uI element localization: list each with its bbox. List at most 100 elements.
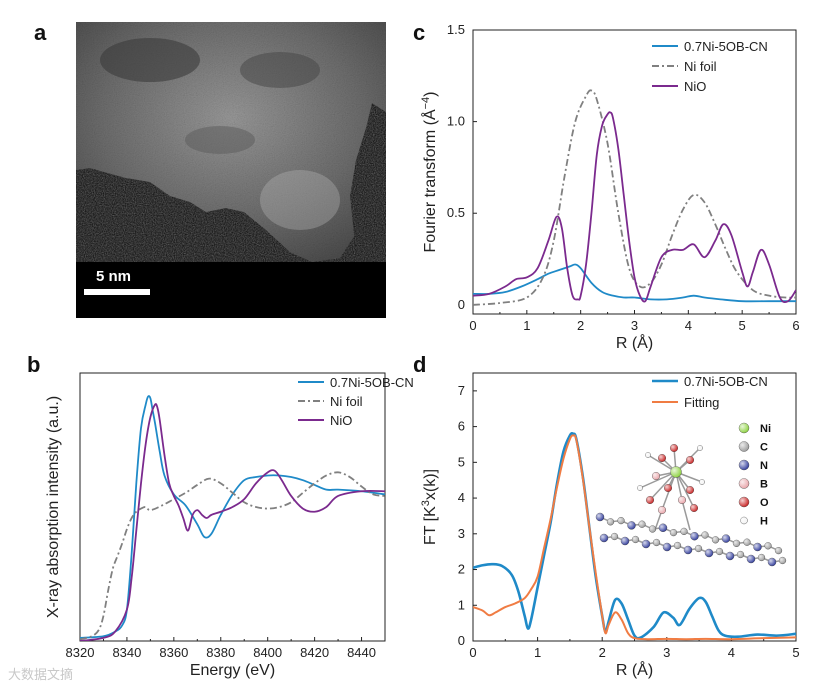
atom-highlight <box>699 479 705 485</box>
atom-highlight <box>733 540 740 547</box>
legend-label: 0.7Ni-5OB-CN <box>684 39 768 54</box>
atom-highlight <box>739 497 749 507</box>
atom-key-label: C <box>760 442 768 454</box>
legend-label: Fitting <box>684 395 719 410</box>
y-tick-label: 4 <box>458 490 465 505</box>
bond <box>675 471 695 509</box>
atom-highlight <box>638 520 646 528</box>
x-tick-label: 2 <box>599 645 606 660</box>
atom-highlight <box>686 456 694 464</box>
x-tick-label: 6 <box>792 318 799 333</box>
legend-label: Ni foil <box>684 59 717 74</box>
atom-highlight <box>621 537 629 545</box>
y-tick-label: 1.5 <box>447 22 465 37</box>
atom-highlight <box>670 466 682 478</box>
atom-highlight <box>737 551 744 558</box>
atom-highlight <box>663 543 671 551</box>
series-line-ni-foil <box>80 471 385 641</box>
x-tick-label: 8360 <box>159 645 188 660</box>
scale-bar <box>84 289 150 295</box>
atom-highlight <box>607 518 614 526</box>
atom-highlight <box>664 484 672 492</box>
plot-frame <box>79 372 386 642</box>
legend-label: 0.7Ni-5OB-CN <box>330 375 414 390</box>
atom-highlight <box>758 554 765 561</box>
ft-exafs-chart: 0 1 2 3 4 5 6 0 0.5 1.0 1.5 R (Å) Fourier transform … <box>420 22 800 352</box>
y-tick-label: 7 <box>458 383 465 398</box>
atom-highlight <box>779 557 786 564</box>
y-axis-label: FT [K3x(k)] <box>420 469 439 545</box>
series-line-fitting <box>473 434 796 641</box>
legend-label: NiO <box>330 413 352 428</box>
atom-highlight <box>716 548 723 555</box>
atom-highlight <box>632 536 639 543</box>
series-line-0-7ni-5ob-cn <box>473 263 796 303</box>
atom-highlight <box>695 545 702 552</box>
atom-highlight <box>645 452 651 458</box>
panel-letter-d: d <box>413 352 426 377</box>
atom-highlight <box>658 506 666 514</box>
legend-label: 0.7Ni-5OB-CN <box>684 374 768 389</box>
atom-highlight <box>659 523 667 532</box>
x-tick-label: 4 <box>728 645 735 660</box>
atom-highlight <box>739 441 749 452</box>
atom-highlight <box>697 445 703 451</box>
atom-highlight <box>611 533 618 540</box>
atom-key-label: H <box>760 516 768 528</box>
atom-key-label: N <box>760 460 768 472</box>
y-tick-label: 2 <box>458 562 465 577</box>
atom-highlight <box>722 534 730 543</box>
atom-highlight <box>674 542 681 549</box>
atom-highlight <box>637 485 643 491</box>
y-tick-label: 1 <box>458 597 465 612</box>
y-tick-label: 1.0 <box>447 114 465 129</box>
stem-image <box>76 22 386 318</box>
atom-highlight <box>690 532 699 541</box>
atom-highlight <box>596 513 604 521</box>
atom-highlight <box>747 555 755 563</box>
atom-highlight <box>739 478 749 489</box>
atom-highlight <box>701 531 709 539</box>
series-line-nio <box>80 403 385 641</box>
atom-highlight <box>739 423 749 433</box>
scale-bar-label: 5 nm <box>96 268 131 285</box>
atom-highlight <box>670 444 678 452</box>
atom-highlight <box>764 542 772 550</box>
y-tick-label: 0 <box>458 633 465 648</box>
x-tick-label: 8320 <box>66 645 95 660</box>
atom-highlight <box>768 558 776 566</box>
x-tick-label: 0 <box>469 645 476 660</box>
atom-highlight <box>653 539 660 546</box>
atom-highlight <box>712 536 719 544</box>
atom-highlight <box>753 543 762 551</box>
x-tick-label: 0 <box>469 318 476 333</box>
x-tick-label: 5 <box>792 645 799 660</box>
atom-highlight <box>705 549 713 557</box>
x-tick-label: 8340 <box>112 645 141 660</box>
y-tick-label: 0 <box>458 297 465 312</box>
panel-letter-b: b <box>27 352 40 377</box>
atom-key-label: B <box>760 479 768 491</box>
x-tick-label: 3 <box>663 645 670 660</box>
series-line-ni-foil <box>473 89 796 306</box>
atom-highlight <box>627 521 636 530</box>
x-tick-label: 1 <box>534 645 541 660</box>
atom-highlight <box>670 529 677 536</box>
plot-frame <box>472 29 797 315</box>
series-line-0-7ni-5ob-cn <box>80 395 385 639</box>
x-tick-label: 8440 <box>347 645 376 660</box>
x-axis-label: R (Å) <box>616 660 653 679</box>
xanes-chart: 8320 8340 8360 8380 8400 8420 8440 Energy (eV) X… <box>45 372 414 679</box>
atom-highlight <box>649 525 656 533</box>
y-tick-label: 0.5 <box>447 205 465 220</box>
y-axis-label: Fourier transform (Å−4) <box>420 91 439 252</box>
atom-highlight <box>740 517 748 524</box>
atom-highlight <box>726 552 734 560</box>
x-tick-label: 8400 <box>253 645 282 660</box>
x-axis-label: Energy (eV) <box>190 662 275 679</box>
x-tick-label: 4 <box>685 318 692 333</box>
atom-highlight <box>678 496 686 504</box>
x-tick-label: 8420 <box>300 645 329 660</box>
